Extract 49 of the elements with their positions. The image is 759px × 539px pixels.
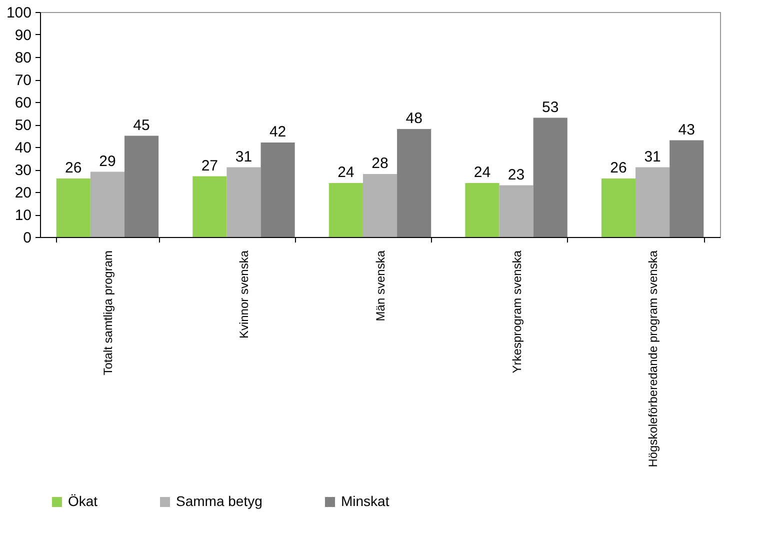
data-label: 24 [338, 164, 354, 181]
y-tick-label: 100 [6, 4, 32, 22]
data-label: 28 [372, 155, 388, 172]
bar [670, 140, 704, 237]
y-tick-label: 60 [14, 94, 32, 112]
y-tick-label: 90 [14, 27, 32, 44]
bar [56, 178, 90, 237]
data-label: 43 [678, 121, 695, 138]
bar [260, 142, 295, 237]
y-tick-label: 50 [14, 117, 32, 134]
y-tick-label: 20 [14, 184, 32, 202]
bar [601, 178, 636, 237]
bar [533, 118, 568, 237]
y-tick-label: 40 [14, 140, 32, 156]
x-tick-label: Högskoleförberedande program svenska [646, 250, 660, 468]
y-tick-label: 10 [14, 207, 32, 224]
legend-label: Minskat [341, 493, 390, 509]
x-tick-label: Män svenska [374, 250, 388, 322]
data-label: 29 [99, 152, 116, 170]
bar [328, 183, 363, 237]
data-label: 26 [65, 160, 82, 176]
y-tick-label: 0 [23, 230, 32, 246]
x-tick-label: Totalt samtliga program [100, 250, 115, 376]
legend-label: Ökat [68, 493, 98, 509]
bar [124, 136, 159, 237]
data-label: 45 [133, 116, 150, 134]
bar [636, 167, 670, 237]
legend-label: Samma betyg [176, 493, 262, 509]
data-label: 27 [201, 157, 218, 174]
data-label: 31 [235, 148, 252, 166]
bar [90, 172, 124, 237]
x-tick-label: Yrkesprogram svenska [510, 250, 524, 374]
data-label: 26 [610, 160, 627, 176]
bar [397, 129, 432, 237]
y-tick-label: 70 [14, 72, 32, 89]
data-label: 48 [406, 110, 422, 127]
bar [362, 174, 398, 237]
y-tick-label: 80 [14, 50, 32, 66]
data-label: 24 [474, 164, 491, 181]
bar [192, 176, 227, 237]
bar [499, 185, 534, 237]
data-label: 53 [542, 98, 559, 116]
data-label: 42 [269, 124, 286, 140]
data-label: 23 [508, 166, 525, 184]
bar [226, 167, 261, 237]
bar [465, 183, 500, 237]
x-tick-label: Kvinnor svenska [237, 250, 252, 339]
data-label: 31 [644, 148, 661, 166]
y-tick-label: 30 [14, 162, 32, 179]
